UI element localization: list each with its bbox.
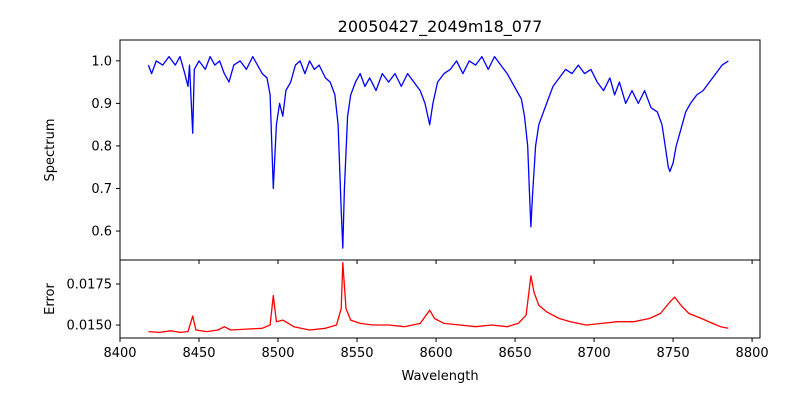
- xtick-label: 8750: [657, 346, 690, 361]
- y-axis-label-error: Error: [43, 283, 58, 315]
- error-ytick-label: 0.0175: [67, 277, 113, 292]
- error-ytick-label: 0.0150: [67, 319, 113, 334]
- xtick-label: 8800: [736, 346, 769, 361]
- chart-title: 20050427_2049m18_077: [338, 17, 543, 37]
- xtick-label: 8650: [499, 346, 532, 361]
- xtick-label: 8700: [578, 346, 611, 361]
- spectrum-ytick-label: 0.6: [91, 225, 112, 240]
- y-axis-label-spectrum: Spectrum: [43, 119, 58, 182]
- spectrum-ytick-label: 0.9: [91, 97, 112, 112]
- xtick-label: 8600: [420, 346, 453, 361]
- error-line: [148, 261, 729, 334]
- xtick-label: 8500: [261, 346, 294, 361]
- spectrum-ytick-label: 0.8: [91, 139, 112, 154]
- spectrum-ytick-label: 0.7: [91, 182, 112, 197]
- spectrum-axes-frame: [119, 39, 761, 261]
- x-axis-label: Wavelength: [401, 369, 478, 384]
- spectrum-line: [147, 55, 729, 249]
- error-axes-frame: [119, 259, 761, 339]
- spectrum-ytick-label: 1.0: [91, 54, 112, 69]
- xtick-label: 8550: [340, 346, 373, 361]
- xtick-label: 8400: [103, 346, 136, 361]
- xtick-label: 8450: [182, 346, 215, 361]
